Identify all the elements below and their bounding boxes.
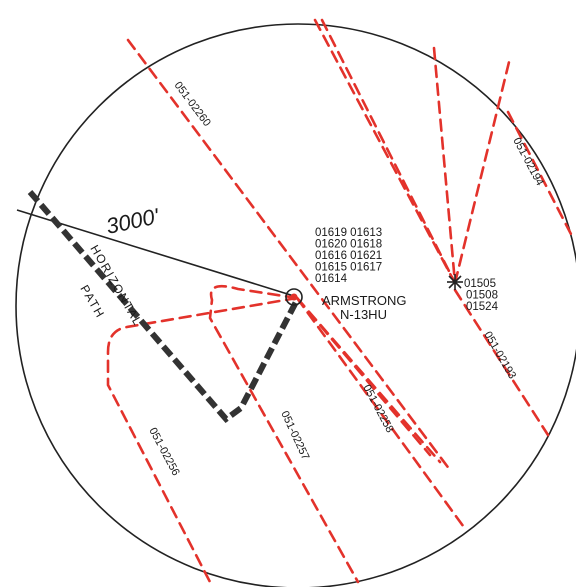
well-path-02258-a [297, 298, 440, 462]
cluster-b-row: 01508 [466, 290, 498, 302]
cluster-b-row: 01524 [466, 301, 499, 313]
main-well-id: N-13HU [340, 307, 387, 322]
well-path-02260 [128, 40, 450, 470]
cluster-a-ids: 01619 01613 01620 01618 01616 01621 0161… [315, 227, 382, 285]
cluster-b-ids: 01505 01508 01524 [464, 278, 499, 313]
main-well-name: ARMSTRONG [322, 293, 407, 308]
cluster-b-row: 01505 [464, 278, 496, 290]
cluster-a-row: 01616 01621 [315, 250, 382, 262]
well-path-02257 [210, 286, 358, 582]
path-label: PATH [77, 283, 107, 321]
cluster-a-row: 01620 01618 [315, 239, 382, 251]
distance-label: 3000' [104, 203, 162, 239]
cluster-a-row: 01615 01617 [315, 262, 382, 274]
cluster-a-row: 01619 01613 [315, 227, 382, 239]
well-label-02257: 051-02257 [278, 409, 311, 462]
well-label-02260: 051-02260 [172, 80, 213, 129]
well-label-02193: 051-02193 [481, 330, 518, 382]
cluster-a-row: 01614 [315, 273, 348, 285]
star-burst-icon [447, 274, 463, 290]
well-path-02256 [108, 298, 297, 582]
